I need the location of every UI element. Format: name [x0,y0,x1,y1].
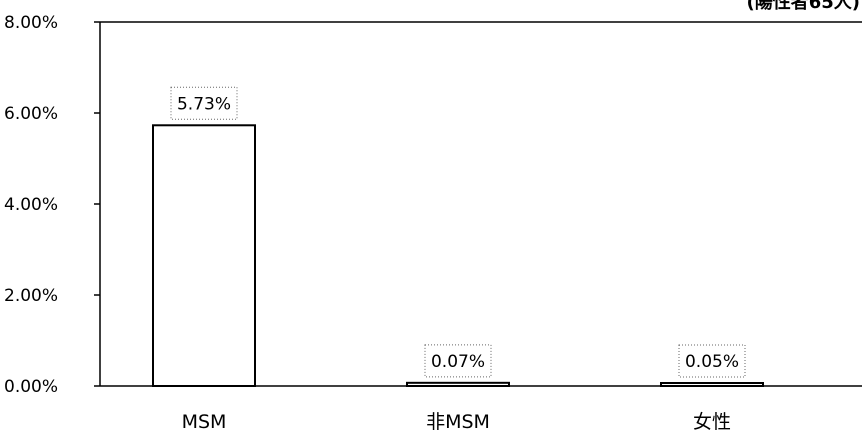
sample-note: (陽性者65人) [746,0,860,13]
y-tick-label: 4.00% [4,195,58,215]
y-tick-label: 2.00% [4,286,58,306]
data-label: 0.07% [431,352,485,372]
x-axis-categories: MSM 非MSM 女性 [182,411,731,433]
data-labels: 5.73% 0.07% 0.05% [170,86,746,378]
x-category-label: 女性 [693,411,731,433]
data-label-box [678,344,746,378]
y-tick-label: 6.00% [4,104,58,124]
y-tick-label: 8.00% [4,13,58,33]
data-label: 5.73% [177,94,231,114]
data-label-box [424,344,492,378]
x-category-label: 非MSM [426,411,490,433]
x-category-label: MSM [182,411,227,433]
data-label-box [170,86,238,120]
y-tick-label: 0.00% [4,377,58,397]
data-label: 0.05% [685,352,739,372]
bar-1 [152,124,256,387]
y-axis-ticks: 0.00% 2.00% 4.00% 6.00% 8.00% [4,13,100,397]
